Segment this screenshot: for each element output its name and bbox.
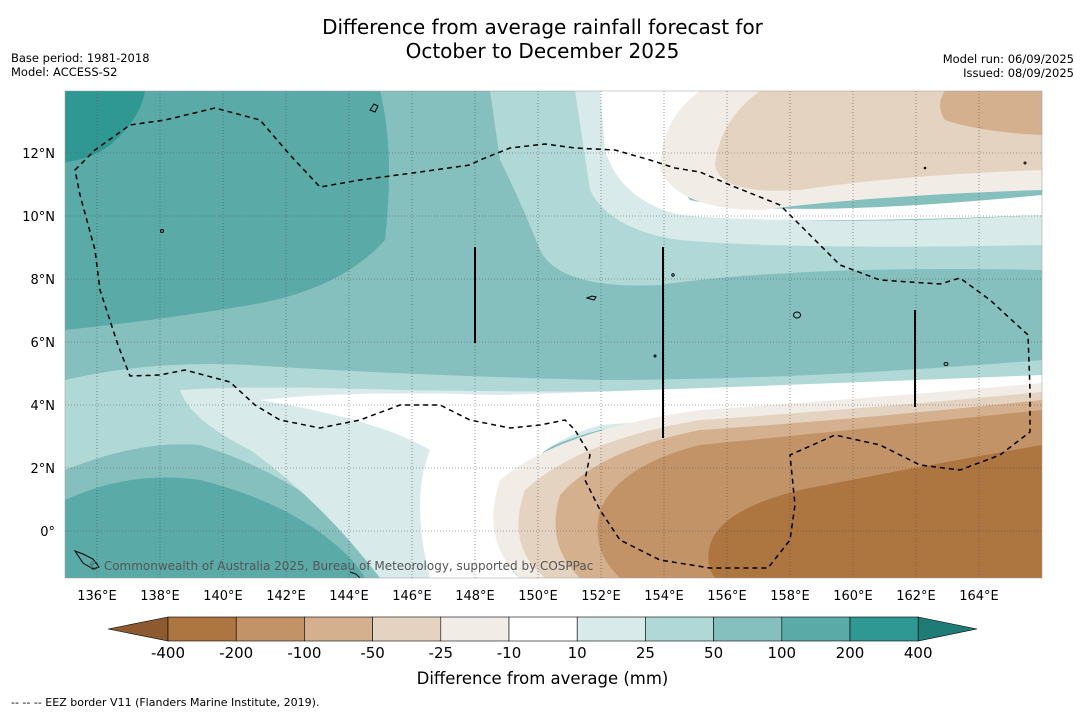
lon-tick-label: 158°E (770, 589, 810, 604)
lon-tick-label: 142°E (266, 589, 306, 604)
lon-tick-label: 152°E (581, 589, 621, 604)
lat-tick-label: 4°N (31, 399, 56, 414)
colorbar-tick-label: -400 (150, 644, 186, 662)
colorbar-tick-label: -10 (496, 644, 522, 662)
colorbar-segment (304, 616, 373, 642)
colorbar-tick-label: -200 (219, 644, 254, 662)
colorbar (107, 616, 978, 642)
lon-tick-label: 136°E (77, 589, 117, 604)
colorbar-segment (167, 616, 237, 642)
eez-legend-note: -- -- -- EEZ border V11 (Flanders Marine… (11, 696, 320, 709)
band-50-upper (390, 91, 1042, 346)
band-neg400 (708, 445, 1042, 578)
lon-tick-label: 138°E (140, 589, 180, 604)
band-white-east (600, 91, 1042, 220)
colorbar-segment (576, 616, 646, 642)
islands (73, 103, 1027, 578)
colorbar-tick-label: 400 (903, 644, 933, 662)
colorbar-tick-label: 50 (704, 644, 724, 662)
lat-tick-label: 8°N (31, 273, 56, 288)
map-area: © Commonwealth of Australia 2025, Bureau… (65, 91, 1042, 578)
lon-tick-label: 144°E (329, 589, 369, 604)
lon-tick-label: 148°E (455, 589, 495, 604)
band-100-sw (65, 477, 365, 578)
colorbar-segment (235, 616, 305, 642)
colorbar-tick-label: 100 (767, 644, 797, 662)
title-line-1: Difference from average rainfall forecas… (322, 15, 763, 39)
colorbar-tick-label: -100 (287, 644, 322, 662)
lon-tick-label: 154°E (644, 589, 684, 604)
latitude-labels: 12°N 10°N 8°N 6°N 4°N 2°N 0° (22, 147, 55, 540)
colorbar-segment (645, 616, 714, 642)
eez-border (74, 107, 1031, 569)
colorbar-segment (508, 616, 578, 642)
lat-tick-label: 0° (40, 525, 55, 540)
copyright-notice: © Commonwealth of Australia 2025, Bureau… (88, 559, 593, 573)
band-200 (65, 91, 145, 162)
base-period-label: Base period: 1981-2018 (11, 51, 150, 65)
longitude-labels: 136°E 138°E 140°E 142°E 144°E 146°E 148°E 150°E… (77, 589, 999, 604)
lat-tick-label: 2°N (31, 462, 56, 477)
colorbar-segment (781, 616, 851, 642)
lon-tick-label: 146°E (392, 589, 432, 604)
title-line-2: October to December 2025 (405, 39, 680, 63)
colorbar-segment (440, 616, 510, 642)
map-frame (64, 90, 1043, 579)
lon-tick-label: 150°E (518, 589, 558, 604)
band-white-south (260, 375, 1042, 578)
colorbar-low-extend (107, 616, 169, 642)
colorbar-title: Difference from average (mm) (416, 669, 669, 688)
colorbar-segment (372, 616, 442, 642)
lon-tick-label: 162°E (896, 589, 936, 604)
colorbar-segment (849, 616, 919, 642)
colorbar-segment (713, 616, 783, 642)
colorbar-tick-label: 200 (835, 644, 865, 662)
band-neg-ne-100 (940, 91, 1042, 135)
lat-tick-label: 12°N (22, 147, 55, 162)
colorbar-tick-label: 10 (567, 644, 587, 662)
model-run-label: Model run: 06/09/2025 (942, 52, 1074, 66)
lon-tick-label: 160°E (833, 589, 873, 604)
lat-tick-label: 6°N (31, 336, 56, 351)
band-50-lower (65, 325, 1042, 380)
lat-tick-label: 10°N (22, 210, 55, 225)
band-100-west (65, 91, 389, 330)
model-label: Model: ACCESS-S2 (11, 65, 118, 79)
lon-tick-label: 140°E (203, 589, 243, 604)
lon-tick-label: 156°E (707, 589, 747, 604)
colorbar-tick-label: 25 (635, 644, 655, 662)
issued-label: Issued: 08/09/2025 (963, 66, 1074, 80)
colorbar-tick-label: -50 (360, 644, 385, 662)
lon-tick-label: 164°E (959, 589, 999, 604)
colorbar-high-extend (917, 616, 978, 642)
colorbar-tick-label: -25 (428, 644, 454, 662)
